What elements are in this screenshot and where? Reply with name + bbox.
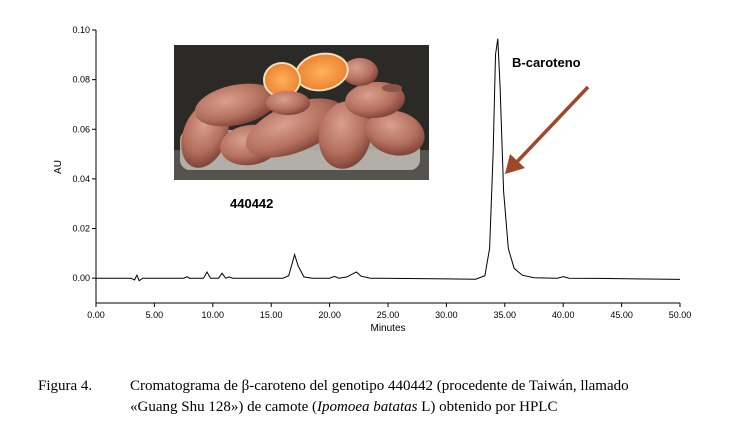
y-tick-label: 0.10 [72, 25, 90, 35]
x-tick-label: 15.00 [260, 310, 283, 320]
x-tick-label: 0.00 [87, 310, 105, 320]
x-tick-label: 25.00 [377, 310, 400, 320]
caption-line2-start: «Guang Shu 128») de camote ( [130, 399, 318, 415]
caption-line2-end: L) obtenido por HPLC [417, 399, 558, 415]
x-tick-label: 30.00 [435, 310, 458, 320]
caption-prefix: Figura 4. [38, 378, 93, 394]
chromatogram-chart: 0.00 5.00 10.00 15.00 20.00 25.00 30.00 35.00 40… [53, 25, 691, 334]
x-tick-label: 50.00 [669, 310, 692, 320]
peak-annotation-label: B-caroteno [512, 55, 581, 70]
y-tick-label: 0.02 [72, 224, 90, 234]
x-tick-label: 40.00 [552, 310, 575, 320]
y-tick-label: 0.06 [72, 124, 90, 134]
y-tick-label: 0.08 [72, 75, 90, 85]
x-tick-label: 35.00 [494, 310, 517, 320]
caption-species: Ipomoea batatas [317, 399, 418, 415]
figure-caption: Figura 4. Cromatograma de β-caroteno del … [38, 376, 728, 418]
annotation-arrow-icon [505, 85, 590, 174]
y-tick-label: 0.04 [72, 174, 90, 184]
caption-line1: Cromatograma de β-caroteno del genotipo … [130, 378, 629, 394]
x-tick-label: 5.00 [146, 310, 164, 320]
y-tick-label: 0.00 [72, 273, 90, 283]
chromatogram-trace [96, 38, 681, 282]
x-tick-label: 10.00 [202, 310, 225, 320]
x-axis-title: Minutes [370, 323, 405, 334]
x-tick-label: 45.00 [610, 310, 633, 320]
x-tick-label: 20.00 [318, 310, 341, 320]
genotype-label: 440442 [230, 196, 273, 211]
y-axis-title: AU [53, 160, 64, 174]
y-axis-ticks: 0.00 0.02 0.04 0.06 0.08 0.10 [72, 25, 96, 283]
x-axis-ticks: 0.00 5.00 10.00 15.00 20.00 25.00 30.00 35.00 40… [87, 303, 691, 320]
sweet-potato-photo-icon [174, 45, 429, 180]
